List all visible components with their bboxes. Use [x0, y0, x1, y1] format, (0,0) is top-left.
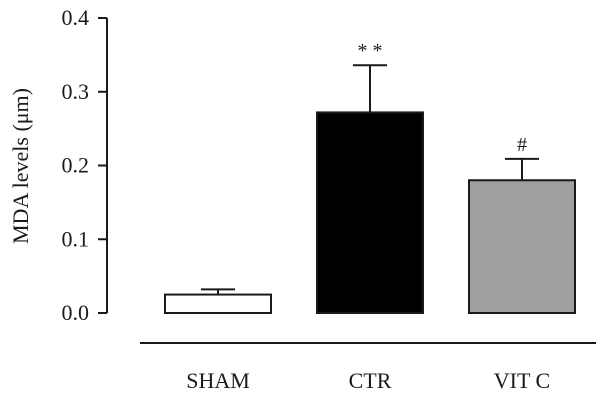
bar-vit-c	[468, 179, 576, 314]
significance-marker: * *	[358, 40, 383, 62]
x-tick-label: CTR	[349, 368, 392, 393]
x-tick-label: VIT C	[494, 368, 550, 393]
significance-marker: #	[517, 134, 527, 156]
bar-sham	[164, 293, 272, 314]
y-tick-label: 0.3	[62, 79, 90, 104]
y-axis-label: MDA levels (μm)	[8, 88, 33, 244]
y-tick-label: 0.4	[62, 5, 90, 30]
x-tick-label: SHAM	[186, 368, 250, 393]
y-tick-label: 0.2	[62, 153, 90, 178]
y-tick-label: 0.0	[62, 300, 90, 325]
bar-ctr	[316, 111, 424, 315]
y-tick-label: 0.1	[62, 226, 90, 251]
